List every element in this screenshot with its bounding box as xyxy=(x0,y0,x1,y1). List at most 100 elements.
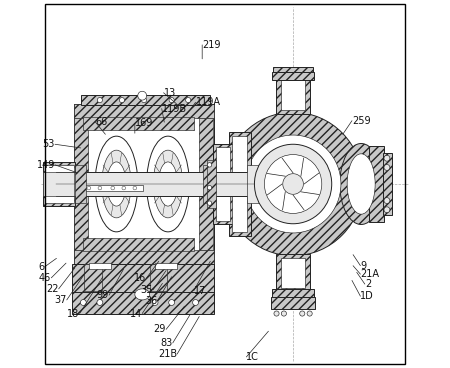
Bar xyxy=(83,117,194,130)
Text: 21A: 21A xyxy=(360,269,379,279)
Ellipse shape xyxy=(102,150,131,218)
Ellipse shape xyxy=(169,300,175,305)
Ellipse shape xyxy=(193,300,198,305)
Bar xyxy=(273,67,313,72)
Bar xyxy=(74,250,214,264)
Ellipse shape xyxy=(307,311,312,316)
Bar xyxy=(56,172,291,196)
Bar xyxy=(75,165,86,203)
Text: 1D: 1D xyxy=(360,291,374,301)
Ellipse shape xyxy=(347,154,375,214)
Text: 21B: 21B xyxy=(158,349,177,359)
Ellipse shape xyxy=(97,300,103,305)
Bar xyxy=(382,153,392,215)
Bar xyxy=(72,264,214,293)
Ellipse shape xyxy=(254,144,332,224)
Ellipse shape xyxy=(274,311,279,316)
Ellipse shape xyxy=(81,300,86,305)
Text: 13: 13 xyxy=(163,88,176,98)
Text: 1C: 1C xyxy=(246,352,259,362)
Bar xyxy=(232,136,247,232)
Ellipse shape xyxy=(207,201,212,205)
Text: 17: 17 xyxy=(194,286,206,296)
Ellipse shape xyxy=(97,98,103,103)
Text: 37: 37 xyxy=(54,295,67,305)
Bar xyxy=(45,165,74,203)
Ellipse shape xyxy=(135,289,149,300)
Ellipse shape xyxy=(340,144,382,224)
Bar xyxy=(74,118,88,250)
Ellipse shape xyxy=(153,150,183,218)
Ellipse shape xyxy=(223,112,363,256)
Bar xyxy=(213,144,234,224)
Ellipse shape xyxy=(245,135,341,233)
Ellipse shape xyxy=(207,163,212,167)
Ellipse shape xyxy=(122,186,126,190)
Bar xyxy=(281,80,305,110)
Bar xyxy=(281,258,305,288)
Text: 46: 46 xyxy=(39,273,51,283)
Text: 53: 53 xyxy=(43,139,55,149)
Ellipse shape xyxy=(300,311,305,316)
Ellipse shape xyxy=(158,162,178,206)
Ellipse shape xyxy=(87,186,91,190)
Ellipse shape xyxy=(384,164,390,170)
Ellipse shape xyxy=(138,91,147,100)
Bar xyxy=(149,264,167,291)
Bar xyxy=(272,289,314,298)
Text: 18: 18 xyxy=(68,308,80,319)
Text: 119A: 119A xyxy=(196,97,220,107)
Ellipse shape xyxy=(207,185,212,190)
Bar xyxy=(85,264,102,291)
Bar xyxy=(272,72,314,80)
Bar xyxy=(74,104,214,264)
Ellipse shape xyxy=(111,186,115,190)
Bar xyxy=(81,95,210,105)
Ellipse shape xyxy=(95,136,138,232)
Bar xyxy=(369,146,384,222)
Ellipse shape xyxy=(133,186,137,190)
Text: 99: 99 xyxy=(97,290,109,300)
Ellipse shape xyxy=(384,207,390,213)
Ellipse shape xyxy=(107,162,126,206)
Bar xyxy=(203,165,214,203)
Bar xyxy=(276,254,310,289)
Bar xyxy=(43,172,74,196)
Text: 6: 6 xyxy=(39,262,45,272)
Bar xyxy=(43,162,75,206)
Ellipse shape xyxy=(384,155,390,161)
Bar xyxy=(74,104,214,118)
Text: 9: 9 xyxy=(360,261,367,271)
Text: 22: 22 xyxy=(46,284,58,294)
Text: 2: 2 xyxy=(365,279,371,289)
Ellipse shape xyxy=(384,198,390,204)
Ellipse shape xyxy=(265,155,322,213)
Bar xyxy=(207,160,216,208)
Text: 36: 36 xyxy=(145,296,158,306)
Ellipse shape xyxy=(141,98,147,103)
Text: 259: 259 xyxy=(352,116,371,126)
Bar xyxy=(155,263,177,269)
Bar xyxy=(216,147,230,221)
Bar xyxy=(199,118,213,250)
Ellipse shape xyxy=(147,136,189,232)
Text: 66: 66 xyxy=(95,117,108,127)
Ellipse shape xyxy=(152,300,158,305)
Text: 35: 35 xyxy=(140,285,153,295)
Ellipse shape xyxy=(185,98,191,103)
Text: 219: 219 xyxy=(202,40,220,50)
Ellipse shape xyxy=(119,98,125,103)
Bar xyxy=(276,79,310,114)
Bar xyxy=(83,238,194,251)
Ellipse shape xyxy=(98,186,102,190)
Text: 149: 149 xyxy=(36,160,55,170)
Text: 169: 169 xyxy=(135,118,153,128)
Text: 16: 16 xyxy=(135,273,147,283)
Bar xyxy=(72,292,214,314)
Bar xyxy=(85,185,143,191)
Text: 14: 14 xyxy=(130,308,142,319)
Bar xyxy=(229,132,251,236)
Ellipse shape xyxy=(281,311,287,316)
Text: 83: 83 xyxy=(161,338,173,348)
Text: 29: 29 xyxy=(154,324,166,335)
